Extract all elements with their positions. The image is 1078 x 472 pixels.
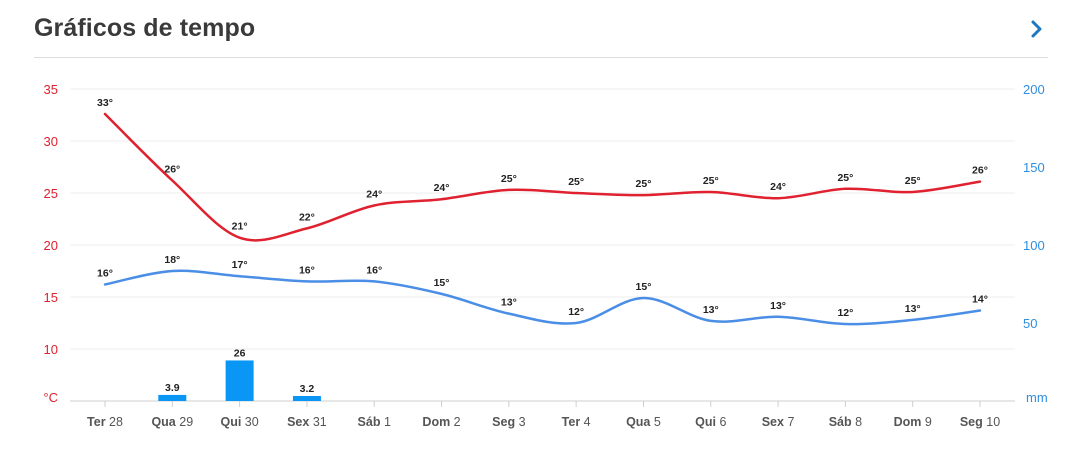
chart-header: Gráficos de tempo	[34, 14, 1048, 58]
max-temp-label: 26°	[972, 165, 988, 177]
min-temp-label: 12°	[568, 306, 584, 318]
max-temp-label: 24°	[770, 181, 786, 193]
x-tick-label: Qui 6	[695, 415, 726, 429]
max-temp-label: 24°	[366, 188, 382, 200]
x-tick-label: Sáb 1	[358, 415, 391, 429]
max-temp-label: 25°	[905, 175, 921, 187]
x-tick-label: Qua 5	[626, 415, 661, 429]
y-right-tick-label: 50	[1023, 316, 1037, 331]
min-temp-label: 17°	[232, 259, 248, 271]
max-temp-label: 25°	[837, 172, 853, 184]
min-temp-label: 16°	[97, 268, 113, 280]
min-temp-label: 13°	[703, 304, 719, 316]
precip-bar	[225, 360, 254, 401]
precip-bar	[158, 394, 187, 401]
y-right-tick-label: 200	[1023, 82, 1045, 97]
min-temp-label: 18°	[164, 254, 180, 266]
x-tick-label: Qua 29	[151, 415, 193, 429]
page-title: Gráficos de tempo	[34, 14, 256, 42]
y-right-unit: mm	[1026, 390, 1048, 405]
min-temp-label: 15°	[434, 277, 450, 289]
x-tick-label: Sex 7	[762, 415, 795, 429]
y-right-tick-label: 100	[1023, 238, 1045, 253]
precip-label: 3.9	[165, 382, 180, 394]
max-temp-line	[103, 112, 982, 242]
min-temp-label: 15°	[636, 281, 652, 293]
precip-label: 26	[234, 347, 246, 359]
y-left-tick-label: 10	[44, 342, 58, 357]
max-temp-label: 22°	[299, 211, 315, 223]
min-temp-label: 16°	[299, 264, 315, 276]
x-tick-label: Sáb 8	[829, 415, 862, 429]
min-temp-line	[103, 269, 982, 326]
max-temp-label: 21°	[232, 221, 248, 233]
max-temp-label: 26°	[164, 164, 180, 176]
chevron-right-icon[interactable]	[1026, 14, 1048, 44]
y-right-tick-label: 150	[1023, 160, 1045, 175]
y-left-tick-label: 35	[44, 82, 58, 97]
min-temp-label: 14°	[972, 294, 988, 306]
max-temp-label: 25°	[703, 175, 719, 187]
min-temp-label: 12°	[837, 307, 853, 319]
y-left-tick-label: 20	[44, 238, 58, 253]
precip-bar	[292, 396, 321, 401]
header-divider	[34, 57, 1048, 58]
precip-label: 3.2	[300, 383, 315, 395]
max-temp-label: 25°	[501, 173, 517, 185]
min-temp-label: 13°	[905, 303, 921, 315]
x-tick-label: Ter 28	[87, 415, 123, 429]
y-left-unit: °C	[43, 390, 58, 405]
max-temp-label: 33°	[97, 97, 113, 109]
min-temp-label: 13°	[770, 300, 786, 312]
x-tick-label: Sex 31	[287, 415, 327, 429]
max-temp-label: 24°	[434, 182, 450, 194]
y-left-tick-label: 15	[44, 290, 58, 305]
max-temp-label: 25°	[568, 176, 584, 188]
y-left-tick-label: 25	[44, 186, 58, 201]
x-tick-label: Ter 4	[562, 415, 591, 429]
x-tick-label: Qui 30	[220, 415, 258, 429]
min-temp-label: 16°	[366, 264, 382, 276]
y-left-tick-label: 30	[44, 134, 58, 149]
x-tick-label: Seg 10	[960, 415, 1000, 429]
min-temp-label: 13°	[501, 297, 517, 309]
max-temp-label: 25°	[636, 178, 652, 190]
x-tick-label: Dom 2	[422, 415, 460, 429]
x-tick-label: Dom 9	[894, 415, 932, 429]
x-tick-label: Seg 3	[492, 415, 525, 429]
